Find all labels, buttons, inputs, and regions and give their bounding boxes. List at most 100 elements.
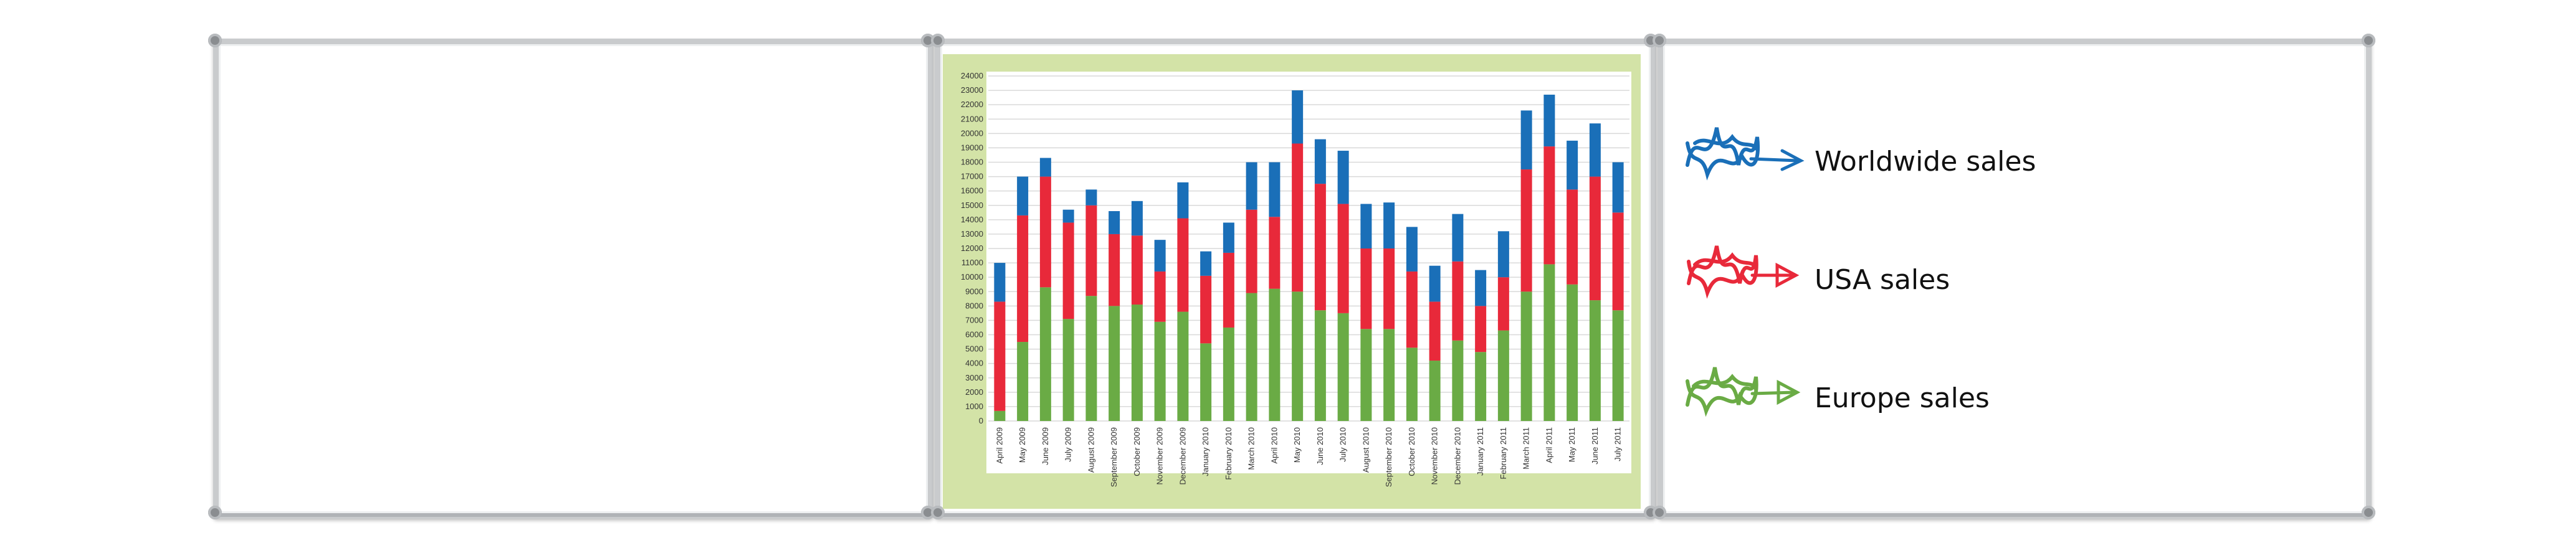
bar-segment	[1589, 123, 1601, 177]
bar-segment	[1269, 217, 1281, 289]
bar-segment	[1131, 201, 1143, 236]
bar-segment	[1452, 261, 1464, 341]
bar-segment	[1383, 202, 1395, 248]
bar-segment	[1337, 313, 1349, 421]
x-tick-label: April 2011	[1544, 427, 1553, 463]
y-tick-label: 1000	[965, 402, 983, 411]
x-tick-label: December 2009	[1178, 427, 1187, 485]
frame-corner-cap	[208, 34, 222, 47]
frame-corner-cap	[1653, 506, 1666, 519]
y-tick-label: 21000	[961, 114, 983, 123]
bar-segment	[1360, 248, 1372, 329]
bar-segment	[1337, 151, 1349, 204]
x-tick-label: May 2011	[1567, 427, 1577, 462]
blue-scribble-arrow-icon	[1686, 127, 1805, 181]
frame-corner-cap	[931, 34, 945, 47]
x-tick-label: January 2011	[1476, 427, 1485, 476]
bar-segment	[1589, 300, 1601, 421]
x-tick-label: July 2011	[1613, 427, 1623, 461]
bar-segment	[1292, 143, 1304, 292]
legend-label-worldwide: Worldwide sales	[1815, 146, 2036, 177]
marker-tray	[1663, 513, 2366, 517]
bar-segment	[1039, 287, 1051, 421]
y-tick-label: 9000	[965, 286, 983, 296]
y-tick-label: 17000	[961, 172, 983, 181]
x-tick-label: June 2011	[1590, 427, 1600, 465]
bar-segment	[1017, 176, 1029, 215]
bar-segment	[1314, 184, 1326, 311]
bar-segment	[1085, 189, 1097, 206]
bar-segment	[1223, 252, 1234, 328]
bar-segment	[1062, 209, 1074, 223]
bar-segment	[1612, 162, 1624, 213]
red-scribble-arrow-icon	[1687, 245, 1800, 299]
y-tick-label: 3000	[965, 373, 983, 382]
bar-segment	[1131, 305, 1143, 421]
y-tick-label: 20000	[961, 128, 983, 138]
bar-segment	[1612, 310, 1624, 421]
bar-segment	[1452, 340, 1464, 421]
bar-segment	[1039, 176, 1051, 288]
bar-segment	[1246, 162, 1257, 210]
bar-segment	[1200, 251, 1212, 276]
bar-segment	[1429, 265, 1441, 302]
bar-segment	[1109, 234, 1120, 306]
x-tick-label: September 2009	[1109, 427, 1119, 487]
x-tick-label: June 2010	[1315, 427, 1325, 465]
x-tick-label: September 2010	[1384, 427, 1393, 487]
y-tick-label: 10000	[961, 272, 983, 281]
y-tick-label: 19000	[961, 143, 983, 152]
bar-segment	[1223, 327, 1234, 421]
bar-segment	[1109, 210, 1120, 234]
bar-segment	[1017, 215, 1029, 343]
bar-segment	[1497, 330, 1509, 421]
frame-corner-cap	[208, 506, 222, 519]
y-tick-label: 6000	[965, 330, 983, 339]
x-tick-label: May 2010	[1292, 427, 1302, 463]
bar-segment	[1200, 275, 1212, 344]
x-tick-label: June 2009	[1041, 427, 1050, 465]
bar-segment	[1475, 306, 1487, 352]
y-tick-label: 13000	[961, 229, 983, 239]
x-tick-label: February 2011	[1499, 427, 1508, 480]
x-tick-label: March 2010	[1247, 427, 1256, 470]
frame-corner-cap	[931, 506, 945, 519]
bar-segment	[994, 410, 1006, 421]
bar-segment	[1039, 158, 1051, 177]
bar-segment	[1177, 182, 1189, 219]
bar-segment	[1497, 231, 1509, 278]
bar-segment	[1360, 204, 1372, 248]
bar-segment	[1269, 288, 1281, 421]
x-tick-label: August 2009	[1086, 427, 1095, 473]
bar-segment	[1154, 321, 1166, 421]
bar-segment	[1567, 284, 1578, 421]
bar-segment	[1452, 214, 1464, 262]
bar-segment	[1337, 204, 1349, 313]
bar-segment	[1406, 227, 1418, 272]
bar-segment	[1497, 277, 1509, 331]
y-tick-label: 5000	[965, 344, 983, 354]
x-tick-label: October 2010	[1407, 427, 1416, 476]
bar-segment	[1429, 301, 1441, 361]
y-tick-label: 23000	[961, 85, 983, 95]
legend-icons	[1686, 127, 1805, 417]
bar-segment	[994, 263, 1006, 302]
bar-segment	[1246, 293, 1257, 421]
y-tick-label: 12000	[961, 244, 983, 253]
bar-segment	[1543, 264, 1555, 421]
x-tick-label: April 2009	[995, 427, 1004, 464]
bar-segment	[1520, 110, 1532, 170]
x-tick-label: October 2009	[1132, 427, 1142, 476]
bar-segment	[1543, 95, 1555, 147]
bar-segment	[1154, 240, 1166, 272]
y-tick-label: 14000	[961, 215, 983, 224]
bar-segment	[1177, 218, 1189, 312]
frame-corner-cap	[2362, 34, 2375, 47]
bar-segment	[1360, 329, 1372, 421]
frame-corner-cap	[2362, 506, 2375, 519]
marker-tray	[219, 513, 928, 517]
x-tick-label: November 2010	[1430, 427, 1439, 485]
y-tick-label: 24000	[961, 71, 983, 80]
x-tick-label: March 2011	[1522, 427, 1531, 470]
